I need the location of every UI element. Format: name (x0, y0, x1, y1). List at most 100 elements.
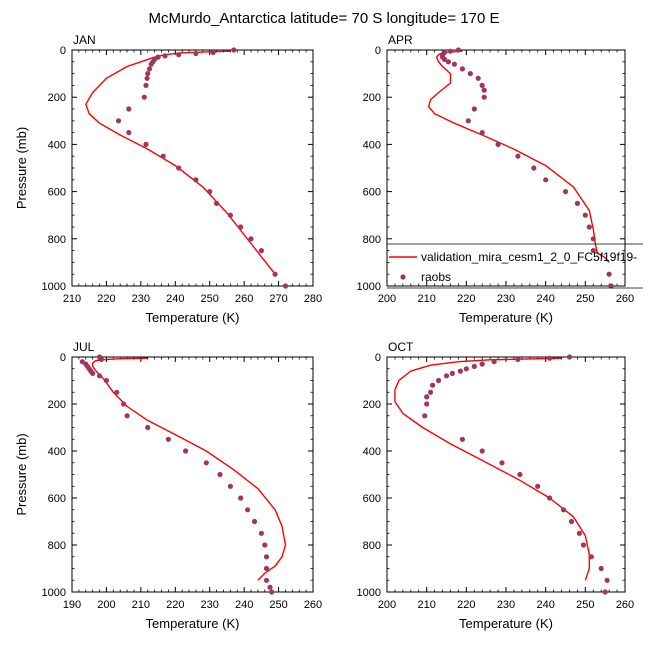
raobs-point (126, 106, 132, 112)
y-tick-label: 800 (48, 540, 66, 552)
raobs-point (588, 554, 594, 560)
raobs-point (203, 460, 209, 466)
raobs-point (451, 61, 457, 67)
raobs-point (441, 56, 448, 63)
x-tick-label: 280 (304, 293, 322, 305)
raobs-point (455, 47, 461, 53)
panels-container: JAN 210 220 230 240 250 260 270 280 0 200 400 600 800… (14, 33, 634, 631)
raobs-point (176, 52, 182, 58)
raobs-point (217, 471, 223, 478)
panel-jan: JAN 210 220 230 240 250 260 270 280 0 200 400 600 800… (14, 33, 322, 325)
raobs-point (602, 589, 608, 595)
y-tick-label: 600 (48, 187, 66, 199)
raobs-point (263, 577, 270, 583)
x-axis-label: Temperature (K) (459, 310, 553, 325)
raobs-point (547, 355, 553, 361)
raobs-point (267, 584, 273, 590)
y-axis-label: Pressure (mb) (14, 433, 29, 515)
x-tick-label: 200 (97, 599, 115, 611)
raobs-point (582, 212, 588, 218)
raobs-point (562, 189, 569, 195)
raobs-point (227, 212, 233, 218)
raobs-point (495, 141, 501, 147)
model-line-oct (394, 357, 590, 581)
panel-label-oct: OCT (388, 340, 414, 354)
model-line-jul (91, 357, 287, 581)
raobs-point (590, 248, 596, 254)
x-tick-label: 250 (576, 293, 594, 305)
raobs-point (515, 356, 521, 362)
x-tick-label: 230 (132, 293, 150, 305)
x-tick-label: 220 (457, 599, 475, 611)
raobs-point (248, 236, 254, 242)
raobs-point (560, 507, 567, 513)
panel-apr: APR 200 210 220 230 240 250 260 0 200 400 600 800 100… (357, 33, 635, 325)
raobs-point (160, 153, 166, 159)
raobs-point (424, 394, 430, 400)
raobs-point (531, 165, 537, 171)
model-line-apr (427, 50, 610, 263)
raobs-point (475, 75, 481, 81)
raobs-point (103, 377, 109, 384)
raobs-point (90, 370, 96, 376)
x-tick-label: 200 (378, 599, 396, 611)
raobs-point (479, 448, 485, 454)
x-tick-label: 240 (536, 599, 554, 611)
x-tick-label: 240 (166, 293, 184, 305)
raobs-point (98, 356, 104, 362)
raobs-point (210, 49, 216, 56)
raobs-point (258, 248, 264, 254)
raobs-point (576, 530, 583, 536)
x-tick-label: 260 (235, 293, 253, 305)
x-tick-label: 240 (536, 293, 554, 305)
raobs-point (467, 71, 473, 77)
raobs-point (165, 436, 171, 442)
raobs-point (590, 236, 596, 242)
x-tick-label: 260 (304, 599, 322, 611)
raobs-point (238, 224, 244, 230)
x-tick-label: 210 (417, 293, 435, 305)
raobs-point (251, 518, 258, 525)
raobs-point (114, 389, 120, 395)
raobs-point (443, 373, 450, 379)
raobs-point (231, 47, 237, 53)
x-tick-label: 250 (201, 293, 219, 305)
raobs-point (424, 401, 430, 407)
y-tick-label: 0 (375, 352, 381, 364)
raobs-point (145, 71, 151, 77)
y-tick-label: 200 (48, 399, 66, 411)
x-tick-label: 220 (457, 293, 475, 305)
y-tick-label: 0 (60, 352, 66, 364)
y-tick-label: 200 (363, 399, 381, 411)
raobs-point (176, 165, 182, 171)
raobs-point (491, 359, 497, 365)
raobs-point (144, 75, 150, 81)
legend-dot-swatch (400, 274, 406, 280)
y-tick-label: 800 (363, 540, 381, 552)
raobs-point (193, 177, 199, 183)
raobs-point (96, 373, 103, 379)
raobs-point (457, 368, 463, 374)
y-axis-label: Pressure (mb) (14, 127, 29, 209)
raobs-point (269, 589, 275, 595)
x-tick-label: 250 (269, 599, 287, 611)
raobs-point (245, 507, 251, 513)
x-tick-label: 230 (201, 599, 219, 611)
raobs-point (183, 448, 189, 454)
x-axis-label: Temperature (K) (146, 616, 240, 631)
y-tick-label: 1000 (357, 281, 381, 293)
raobs-point (124, 413, 130, 419)
raobs-point (445, 59, 452, 65)
raobs-point (422, 413, 428, 419)
raobs-point (263, 565, 270, 572)
x-tick-label: 210 (417, 599, 435, 611)
x-tick-label: 200 (378, 293, 396, 305)
raobs-point (465, 118, 471, 124)
x-tick-label: 230 (497, 599, 515, 611)
legend-model-label: validation_mira_cesm1_2_0_FC5f19f19- (421, 250, 637, 264)
raobs-point (604, 577, 610, 583)
raobs-point (471, 363, 477, 369)
raobs-point (238, 495, 244, 501)
panel-label-jul: JUL (73, 340, 95, 354)
